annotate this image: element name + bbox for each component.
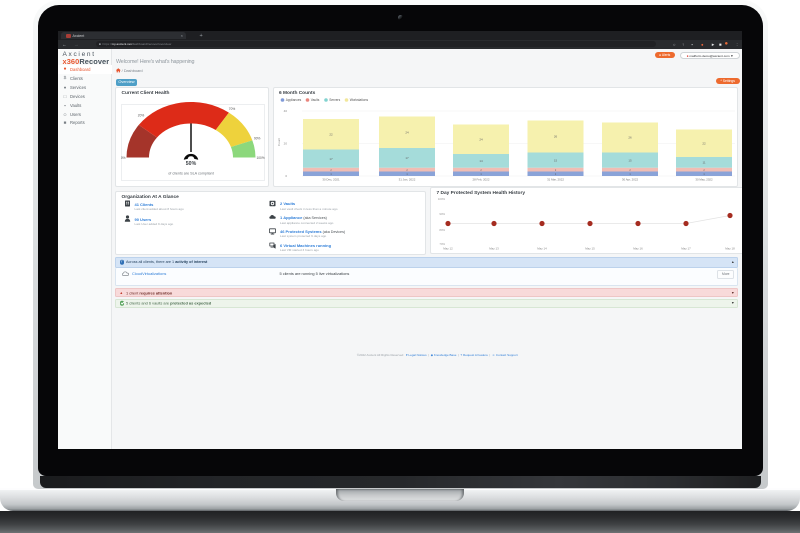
svg-text:1: 1 [703,173,705,176]
svg-text:1: 1 [330,173,332,176]
svg-text:Vaults: Vaults [310,98,319,102]
svg-text:2: 2 [480,169,482,172]
svg-text:40: 40 [283,109,287,113]
svg-text:28 Feb, 2022: 28 Feb, 2022 [472,178,489,182]
svg-text:Servers: Servers [329,98,340,102]
svg-text:26: 26 [553,135,557,139]
svg-text:90%: 90% [254,137,261,141]
svg-text:26: 26 [628,136,632,140]
svg-text:1: 1 [629,173,631,176]
svg-text:May 13: May 13 [489,247,499,251]
svg-text:90%: 90% [439,212,445,216]
svg-text:2: 2 [554,169,556,172]
svg-text:20%: 20% [138,114,145,118]
svg-text:May 12: May 12 [443,247,453,251]
svg-text:22: 22 [702,141,706,145]
svg-text:24: 24 [479,137,483,141]
svg-text:0: 0 [285,174,287,178]
svg-text:17: 17 [329,157,333,161]
svg-text:of clients are SLA compliant: of clients are SLA compliant [168,171,214,175]
svg-text:2: 2 [406,169,408,172]
svg-text:2: 2 [629,169,631,172]
svg-text:80%: 80% [439,228,445,232]
svg-text:1: 1 [406,173,408,176]
svg-text:100%: 100% [438,197,446,201]
svg-text:30 Apr, 2022: 30 Apr, 2022 [621,178,638,182]
svg-text:May 18: May 18 [725,247,735,251]
svg-text:24: 24 [405,130,409,134]
svg-text:1: 1 [554,173,556,176]
svg-text:15: 15 [628,158,632,162]
svg-text:Count: Count [277,138,281,146]
svg-text:2: 2 [330,169,332,172]
svg-text:1: 1 [480,173,482,176]
svg-text:14: 14 [479,159,483,163]
svg-text:50%: 50% [186,161,197,167]
svg-text:17: 17 [405,156,409,160]
svg-text:Workstations: Workstations [349,98,368,102]
svg-text:May 14: May 14 [537,247,547,251]
svg-text:15: 15 [553,158,557,162]
svg-text:31 Mar, 2022: 31 Mar, 2022 [547,178,564,182]
svg-text:31 Jan, 2022: 31 Jan, 2022 [398,178,415,182]
svg-text:0%: 0% [121,156,126,160]
svg-text:70%: 70% [439,242,445,246]
svg-text:11: 11 [702,161,705,165]
svg-text:70%: 70% [229,107,236,111]
svg-text:20: 20 [283,142,287,146]
svg-text:May 17: May 17 [681,247,691,251]
svg-text:2: 2 [703,169,705,172]
svg-text:May 15: May 15 [585,247,595,251]
svg-text:30 Dec, 2021: 30 Dec, 2021 [322,178,340,182]
svg-text:Appliances: Appliances [285,98,301,102]
svg-text:22: 22 [329,132,333,136]
svg-text:May 16: May 16 [633,247,643,251]
svg-text:100%: 100% [257,156,265,160]
svg-text:30 May, 2022: 30 May, 2022 [695,178,713,182]
